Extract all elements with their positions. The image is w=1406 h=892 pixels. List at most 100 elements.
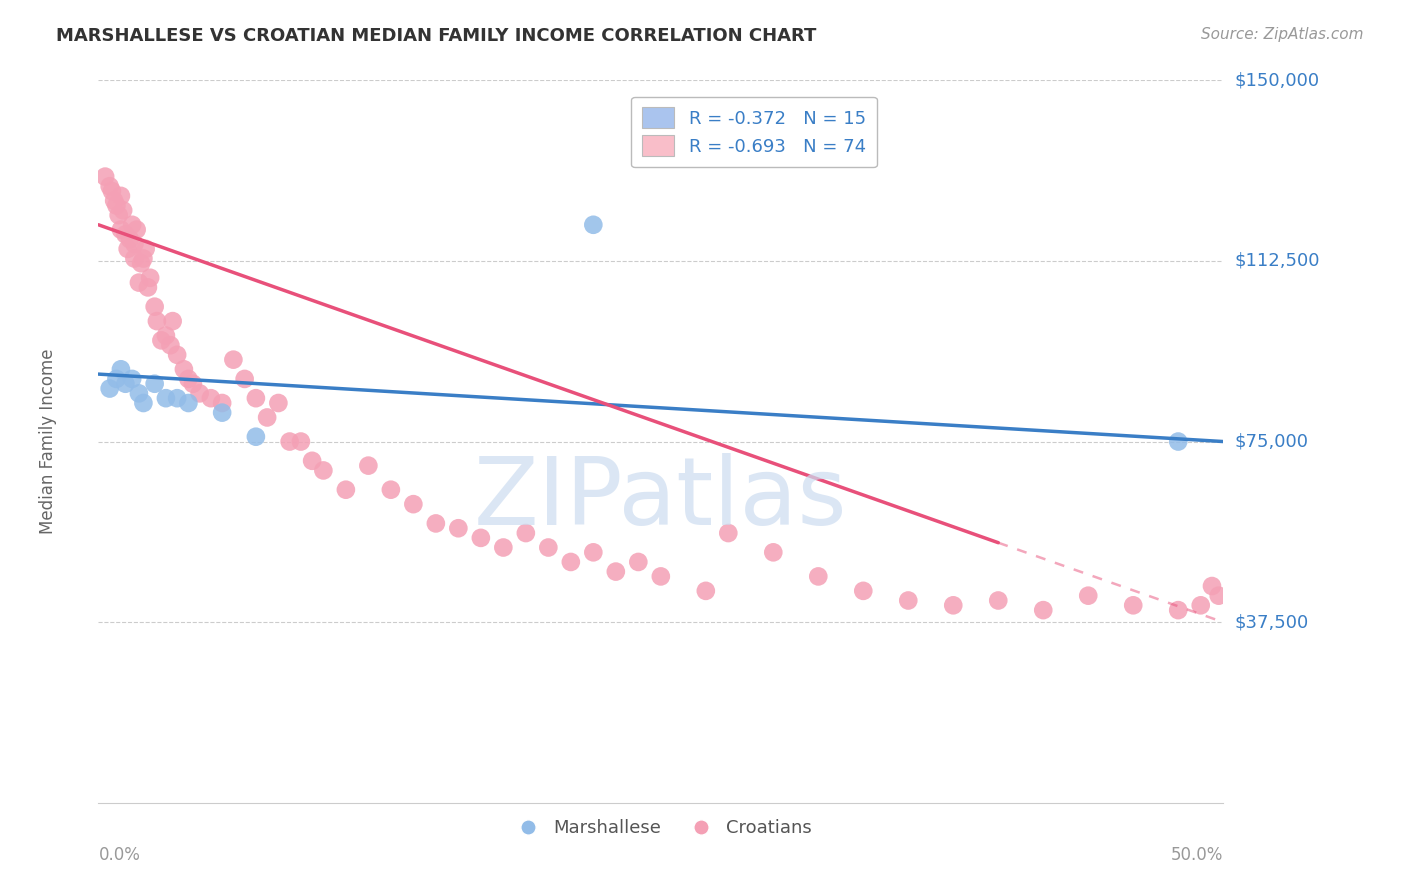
Point (515, 526, 537, 541)
Point (136, 280, 159, 294)
Point (267, 396, 290, 410)
Point (650, 569, 672, 583)
Point (1167, 603, 1189, 617)
Point (128, 386, 150, 401)
Text: Source: ZipAtlas.com: Source: ZipAtlas.com (1201, 27, 1364, 42)
Text: $112,500: $112,500 (1234, 252, 1320, 270)
Point (146, 314, 169, 328)
Point (112, 203, 135, 218)
Point (402, 497, 425, 511)
Point (582, 545, 605, 559)
Point (695, 583, 717, 598)
Point (335, 483, 357, 497)
Point (177, 396, 200, 410)
Point (162, 314, 184, 328)
Point (150, 334, 173, 348)
Point (101, 184, 124, 198)
Point (181, 376, 204, 391)
Point (1201, 579, 1223, 593)
Point (124, 237, 146, 252)
Point (132, 396, 155, 410)
Point (233, 372, 256, 386)
Point (155, 328, 177, 343)
Legend: Marshallese, Croatians: Marshallese, Croatians (502, 812, 820, 845)
Point (143, 376, 166, 391)
Point (278, 434, 301, 449)
Point (605, 565, 627, 579)
Point (807, 569, 830, 583)
Point (492, 541, 515, 555)
Point (1208, 589, 1230, 603)
Text: $37,500: $37,500 (1234, 613, 1309, 632)
Point (200, 391, 222, 405)
Point (125, 222, 148, 236)
Point (425, 516, 447, 531)
Point (1167, 434, 1189, 449)
Point (98, 382, 121, 396)
Point (128, 276, 150, 290)
Point (173, 362, 195, 376)
Point (560, 555, 582, 569)
Point (143, 300, 166, 314)
Point (1189, 599, 1212, 613)
Point (114, 227, 136, 242)
Point (129, 256, 152, 270)
Point (132, 252, 155, 266)
Point (245, 430, 267, 444)
Text: $75,000: $75,000 (1234, 433, 1309, 450)
Point (177, 372, 200, 386)
Point (1122, 599, 1144, 613)
Point (380, 483, 402, 497)
Point (110, 222, 132, 236)
Point (942, 599, 965, 613)
Point (717, 526, 740, 541)
Point (94, 169, 117, 184)
Point (155, 391, 177, 405)
Point (1077, 589, 1099, 603)
Text: 50.0%: 50.0% (1171, 847, 1223, 864)
Point (98, 179, 121, 194)
Point (188, 386, 211, 401)
Point (245, 391, 267, 405)
Text: ZIPatlas: ZIPatlas (474, 453, 848, 545)
Point (110, 189, 132, 203)
Point (222, 352, 245, 367)
Point (166, 348, 188, 362)
Point (135, 242, 157, 256)
Point (118, 232, 141, 246)
Point (470, 531, 492, 545)
Point (121, 372, 143, 386)
Point (627, 555, 650, 569)
Text: 0.0%: 0.0% (98, 847, 141, 864)
Point (139, 270, 162, 285)
Point (107, 208, 129, 222)
Point (121, 218, 143, 232)
Point (290, 434, 312, 449)
Point (852, 583, 875, 598)
Point (1032, 603, 1054, 617)
Point (105, 372, 128, 386)
Point (105, 198, 128, 212)
Point (103, 194, 125, 208)
Point (897, 593, 920, 607)
Point (211, 396, 233, 410)
Point (987, 593, 1010, 607)
Text: MARSHALLESE VS CROATIAN MEDIAN FAMILY INCOME CORRELATION CHART: MARSHALLESE VS CROATIAN MEDIAN FAMILY IN… (56, 27, 817, 45)
Point (582, 218, 605, 232)
Point (110, 362, 132, 376)
Text: $150,000: $150,000 (1234, 71, 1320, 89)
Point (762, 545, 785, 559)
Point (159, 338, 181, 352)
Point (357, 458, 380, 473)
Point (537, 541, 560, 555)
Point (312, 463, 335, 477)
Text: Median Family Income: Median Family Income (39, 349, 56, 534)
Point (256, 410, 278, 425)
Point (211, 406, 233, 420)
Point (166, 391, 188, 405)
Point (447, 521, 470, 535)
Point (117, 242, 139, 256)
Point (124, 252, 146, 266)
Point (301, 454, 323, 468)
Point (114, 376, 136, 391)
